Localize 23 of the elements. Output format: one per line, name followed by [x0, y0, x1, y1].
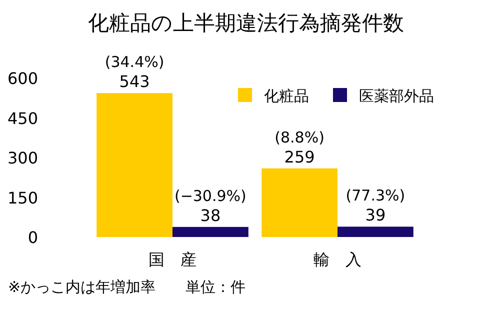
annotation: (34.4%) [104, 53, 164, 72]
x-tick-label: 国 産 [148, 250, 196, 269]
annotation: (−30.9%) [174, 186, 246, 205]
bar [338, 226, 414, 237]
annotation: (77.3%) [346, 186, 406, 205]
data-label: 259 [284, 147, 315, 166]
y-tick-label: 300 [7, 148, 38, 168]
legend-label: 医薬部外品 [359, 87, 434, 105]
text: ※かっこ内は年増加率 単位：件 [8, 278, 246, 296]
data-label: 39 [365, 206, 386, 225]
legend-label: 化粧品 [264, 87, 309, 105]
data-label: 543 [119, 72, 150, 92]
data-label: 38 [200, 206, 221, 225]
y-tick-label: 0 [28, 228, 38, 247]
x-tick-label: 輸 入 [314, 250, 362, 269]
y-tick-label: 600 [7, 69, 38, 88]
bar [96, 93, 172, 237]
annotation: (8.8%) [274, 128, 324, 146]
bar [262, 168, 338, 237]
bar [172, 226, 248, 237]
y-tick-label: 450 [7, 108, 38, 128]
chart-title: 化粧品の上半期違法行為摘発件数 [88, 11, 404, 35]
y-tick-label: 150 [7, 188, 38, 208]
